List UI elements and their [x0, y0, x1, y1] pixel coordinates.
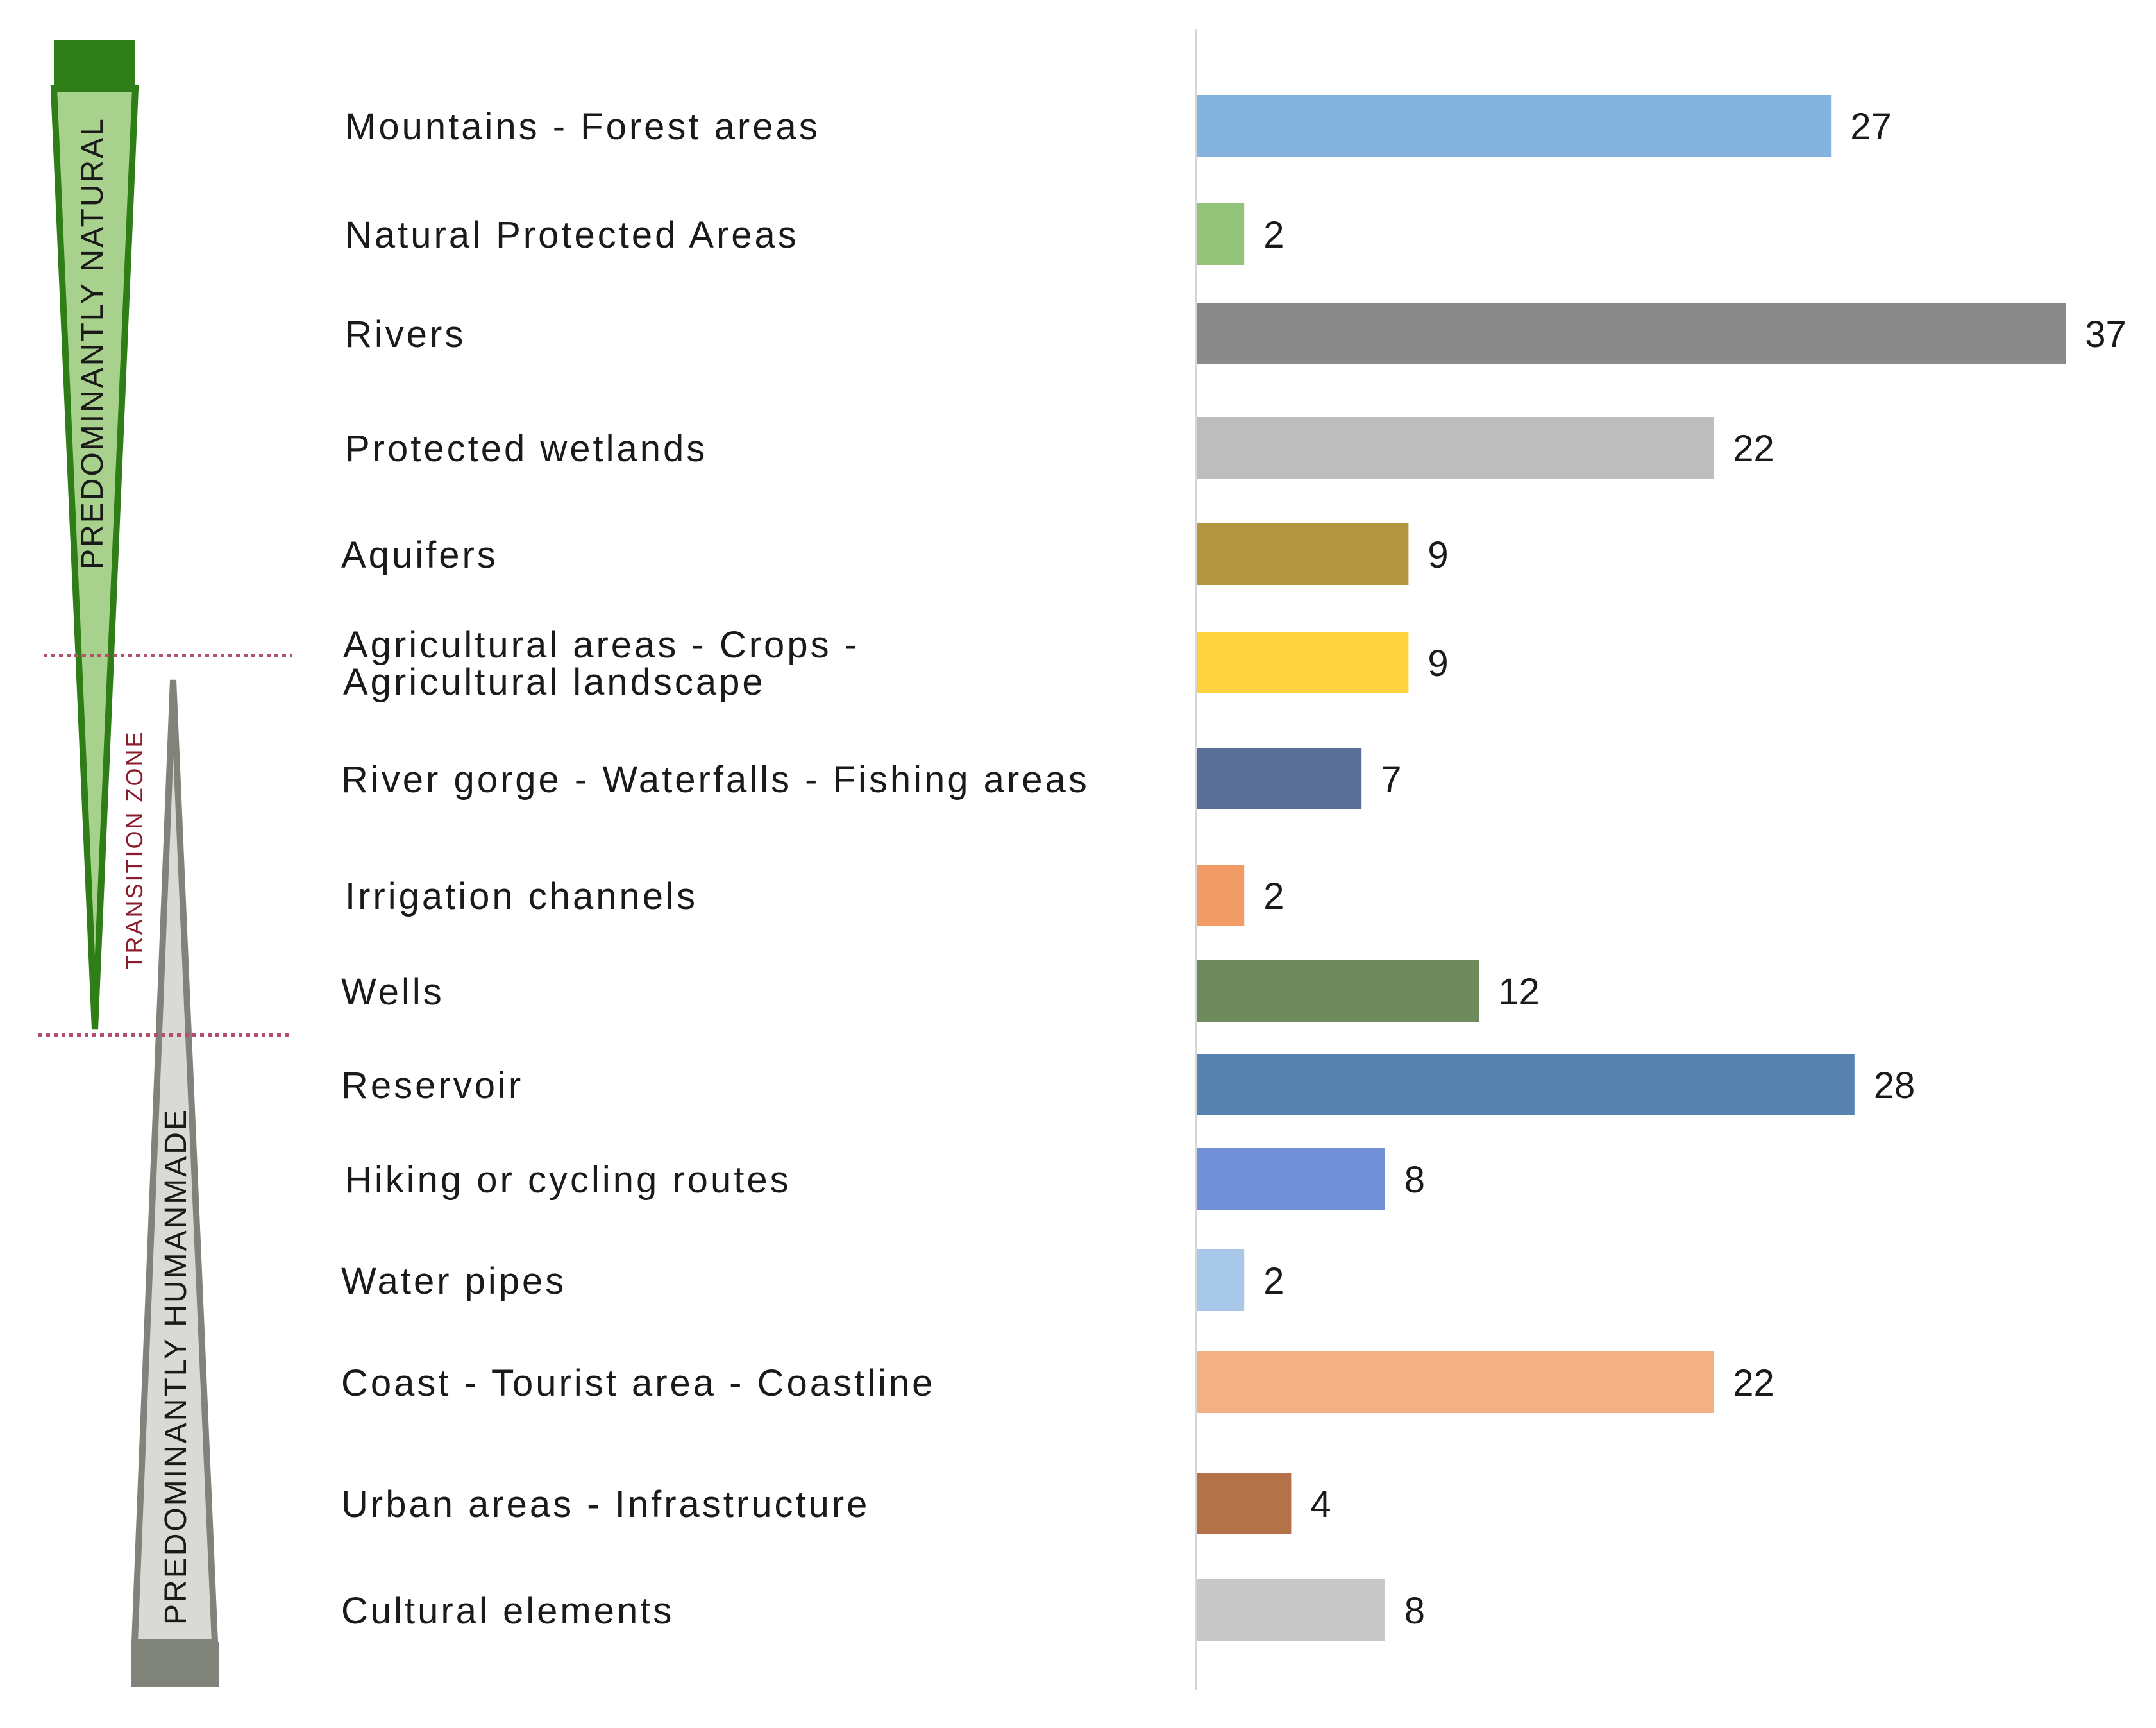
bar	[1197, 1351, 1714, 1413]
category-label: Urban areas - Infrastructure	[341, 1484, 870, 1525]
bar	[1197, 417, 1714, 479]
humanmade-wedge-base	[131, 1642, 219, 1687]
bar	[1197, 632, 1409, 693]
category-label: Aquifers	[341, 534, 498, 576]
bar	[1197, 748, 1362, 809]
category-label: Cultural elements	[341, 1590, 674, 1632]
bar	[1197, 1054, 1855, 1115]
value-label: 9	[1428, 643, 1448, 684]
category-label: River gorge - Waterfalls - Fishing areas	[341, 759, 1090, 800]
category-label: Agricultural landscape	[343, 661, 766, 703]
category-label: Wells	[341, 971, 444, 1013]
category-label: Water pipes	[341, 1260, 566, 1302]
bar	[1197, 1148, 1385, 1210]
natural-wedge-cap	[54, 40, 135, 89]
bar	[1197, 865, 1245, 926]
value-label: 8	[1404, 1590, 1425, 1632]
natural-wedge	[50, 85, 139, 1030]
value-label: 27	[1850, 106, 1892, 148]
bar	[1197, 523, 1409, 585]
category-label: Natural Protected Areas	[345, 214, 799, 256]
bar	[1197, 95, 1832, 157]
category-label: Hiking or cycling routes	[345, 1159, 791, 1201]
value-label: 2	[1263, 1260, 1284, 1302]
value-label: 8	[1404, 1159, 1425, 1201]
bar	[1197, 203, 1245, 265]
category-label: Coast - Tourist area - Coastline	[341, 1362, 935, 1404]
value-label: 12	[1498, 971, 1540, 1013]
value-label: 22	[1733, 1362, 1774, 1404]
category-label: Mountains - Forest areas	[345, 106, 820, 148]
value-label: 7	[1381, 759, 1401, 800]
category-label: Agricultural areas - Crops -	[343, 624, 859, 666]
zone-humanmade-label: PREDOMINANTLY HUMANMADE	[159, 1108, 193, 1625]
value-label: 2	[1263, 876, 1284, 917]
category-label: Reservoir	[341, 1065, 523, 1106]
bar	[1197, 1249, 1245, 1311]
category-label: Protected wetlands	[345, 428, 707, 470]
bar	[1197, 1579, 1385, 1641]
bars	[1197, 95, 2066, 1641]
value-label: 2	[1263, 214, 1284, 256]
value-label: 28	[1874, 1065, 1916, 1106]
category-labels: Mountains - Forest areas Natural Protecte…	[341, 106, 1090, 1632]
value-label: 9	[1428, 534, 1448, 576]
category-label: Rivers	[345, 314, 466, 355]
value-label: 4	[1310, 1484, 1331, 1525]
zone-natural-label: PREDOMINANTLY NATURAL	[76, 117, 110, 570]
zone-transition-label: TRANSITION ZONE	[121, 730, 147, 969]
value-label: 37	[2085, 314, 2127, 355]
bar	[1197, 960, 1479, 1022]
bar	[1197, 1473, 1292, 1534]
zone-indicator: PREDOMINANTLY NATURAL TRANSITION ZONE PR…	[38, 40, 292, 1687]
value-label: 22	[1733, 428, 1774, 470]
bar	[1197, 303, 2066, 364]
category-label: Irrigation channels	[345, 876, 698, 917]
